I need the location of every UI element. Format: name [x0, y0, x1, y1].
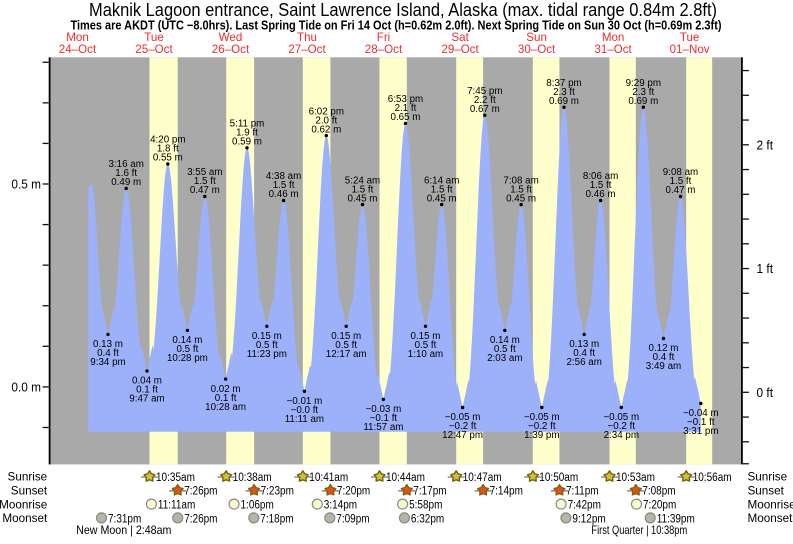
- svg-text:28–Oct: 28–Oct: [365, 43, 403, 56]
- svg-text:10:35am: 10:35am: [156, 472, 195, 484]
- svg-text:1:39 pm: 1:39 pm: [524, 430, 559, 441]
- svg-text:0.62 m: 0.62 m: [311, 124, 341, 135]
- svg-text:0.46 m: 0.46 m: [586, 189, 616, 200]
- svg-text:Moonrise: Moonrise: [748, 498, 793, 511]
- svg-text:0.45 m: 0.45 m: [348, 193, 378, 204]
- svg-text:0.47 m: 0.47 m: [190, 185, 220, 196]
- svg-text:0.55 m: 0.55 m: [153, 153, 183, 164]
- svg-text:12:47 pm: 12:47 pm: [442, 430, 483, 441]
- svg-text:7:23pm: 7:23pm: [261, 486, 294, 498]
- svg-text:10:44am: 10:44am: [386, 472, 425, 484]
- svg-text:10:50am: 10:50am: [539, 472, 578, 484]
- svg-text:9:34 pm: 9:34 pm: [90, 357, 125, 368]
- svg-text:0 ft: 0 ft: [757, 385, 774, 400]
- svg-text:First Quarter | 10:38pm: First Quarter | 10:38pm: [591, 523, 687, 537]
- svg-text:10:28 am: 10:28 am: [205, 402, 246, 413]
- svg-text:10:41am: 10:41am: [309, 472, 348, 484]
- svg-text:2:56 am: 2:56 am: [566, 357, 601, 368]
- svg-text:7:42pm: 7:42pm: [568, 500, 601, 512]
- svg-text:2:03 am: 2:03 am: [487, 353, 522, 364]
- svg-text:10:47am: 10:47am: [463, 472, 502, 484]
- svg-text:3:31 pm: 3:31 pm: [683, 426, 718, 437]
- svg-text:0.45 m: 0.45 m: [427, 193, 457, 204]
- svg-text:3:14pm: 3:14pm: [324, 500, 357, 512]
- svg-text:3:49 am: 3:49 am: [646, 361, 681, 372]
- svg-text:0.46 m: 0.46 m: [269, 189, 299, 200]
- svg-text:Moonrise: Moonrise: [0, 498, 47, 511]
- svg-text:2 ft: 2 ft: [757, 137, 774, 152]
- svg-text:10:56am: 10:56am: [693, 472, 732, 484]
- svg-text:0.0 m: 0.0 m: [11, 380, 41, 395]
- svg-text:New Moon | 2:48am: New Moon | 2:48am: [76, 523, 171, 537]
- svg-text:Sunrise: Sunrise: [748, 471, 788, 484]
- svg-text:10:53am: 10:53am: [616, 472, 655, 484]
- svg-text:0.69 m: 0.69 m: [549, 96, 579, 107]
- svg-text:7:17pm: 7:17pm: [413, 486, 446, 498]
- svg-text:7:14pm: 7:14pm: [490, 486, 523, 498]
- svg-text:7:20pm: 7:20pm: [643, 500, 676, 512]
- svg-text:0.47 m: 0.47 m: [666, 185, 696, 196]
- svg-text:11:23 pm: 11:23 pm: [247, 349, 287, 360]
- svg-text:7:26pm: 7:26pm: [184, 513, 217, 525]
- svg-text:31–Oct: 31–Oct: [594, 43, 632, 56]
- svg-text:0.5 m: 0.5 m: [11, 177, 41, 192]
- svg-text:0.45 m: 0.45 m: [506, 193, 536, 204]
- svg-text:11:57 am: 11:57 am: [363, 422, 403, 433]
- svg-text:30–Oct: 30–Oct: [518, 43, 556, 56]
- svg-text:0.49 m: 0.49 m: [111, 177, 141, 188]
- svg-text:29–Oct: 29–Oct: [441, 43, 479, 56]
- svg-text:0.59 m: 0.59 m: [232, 137, 262, 148]
- svg-text:1:06pm: 1:06pm: [241, 500, 274, 512]
- svg-text:5:58pm: 5:58pm: [409, 500, 442, 512]
- svg-text:Sunset: Sunset: [11, 485, 48, 498]
- svg-text:10:38am: 10:38am: [233, 472, 272, 484]
- svg-text:11:11am: 11:11am: [158, 500, 195, 512]
- svg-text:0.69 m: 0.69 m: [628, 96, 658, 107]
- svg-text:2:34 pm: 2:34 pm: [604, 430, 639, 441]
- svg-text:26–Oct: 26–Oct: [212, 43, 250, 56]
- svg-text:12:17 am: 12:17 am: [326, 349, 367, 360]
- svg-text:7:26pm: 7:26pm: [184, 486, 217, 498]
- svg-text:0.65 m: 0.65 m: [391, 112, 421, 123]
- svg-text:Sunset: Sunset: [748, 485, 785, 498]
- svg-text:7:08pm: 7:08pm: [642, 486, 675, 498]
- svg-text:Sunrise: Sunrise: [8, 471, 48, 484]
- svg-text:7:20pm: 7:20pm: [337, 486, 370, 498]
- svg-text:01–Nov: 01–Nov: [670, 43, 710, 56]
- svg-text:1:10 am: 1:10 am: [408, 349, 443, 360]
- svg-text:7:18pm: 7:18pm: [260, 513, 293, 525]
- svg-text:25–Oct: 25–Oct: [135, 43, 173, 56]
- svg-text:27–Oct: 27–Oct: [288, 43, 326, 56]
- svg-text:6:32pm: 6:32pm: [411, 513, 444, 525]
- svg-text:0.67 m: 0.67 m: [470, 104, 500, 115]
- svg-text:7:09pm: 7:09pm: [336, 513, 369, 525]
- svg-text:10:28 pm: 10:28 pm: [167, 353, 208, 364]
- svg-text:Moonset: Moonset: [748, 512, 793, 525]
- svg-text:11:11 am: 11:11 am: [285, 414, 324, 425]
- svg-text:Maknik Lagoon entrance, Saint: Maknik Lagoon entrance, Saint Lawrence I…: [89, 0, 717, 20]
- svg-text:9:47 am: 9:47 am: [129, 394, 164, 405]
- svg-text:Moonset: Moonset: [2, 512, 48, 525]
- svg-text:7:11pm: 7:11pm: [566, 486, 599, 498]
- svg-text:1 ft: 1 ft: [757, 261, 774, 276]
- svg-text:24–Oct: 24–Oct: [59, 43, 97, 56]
